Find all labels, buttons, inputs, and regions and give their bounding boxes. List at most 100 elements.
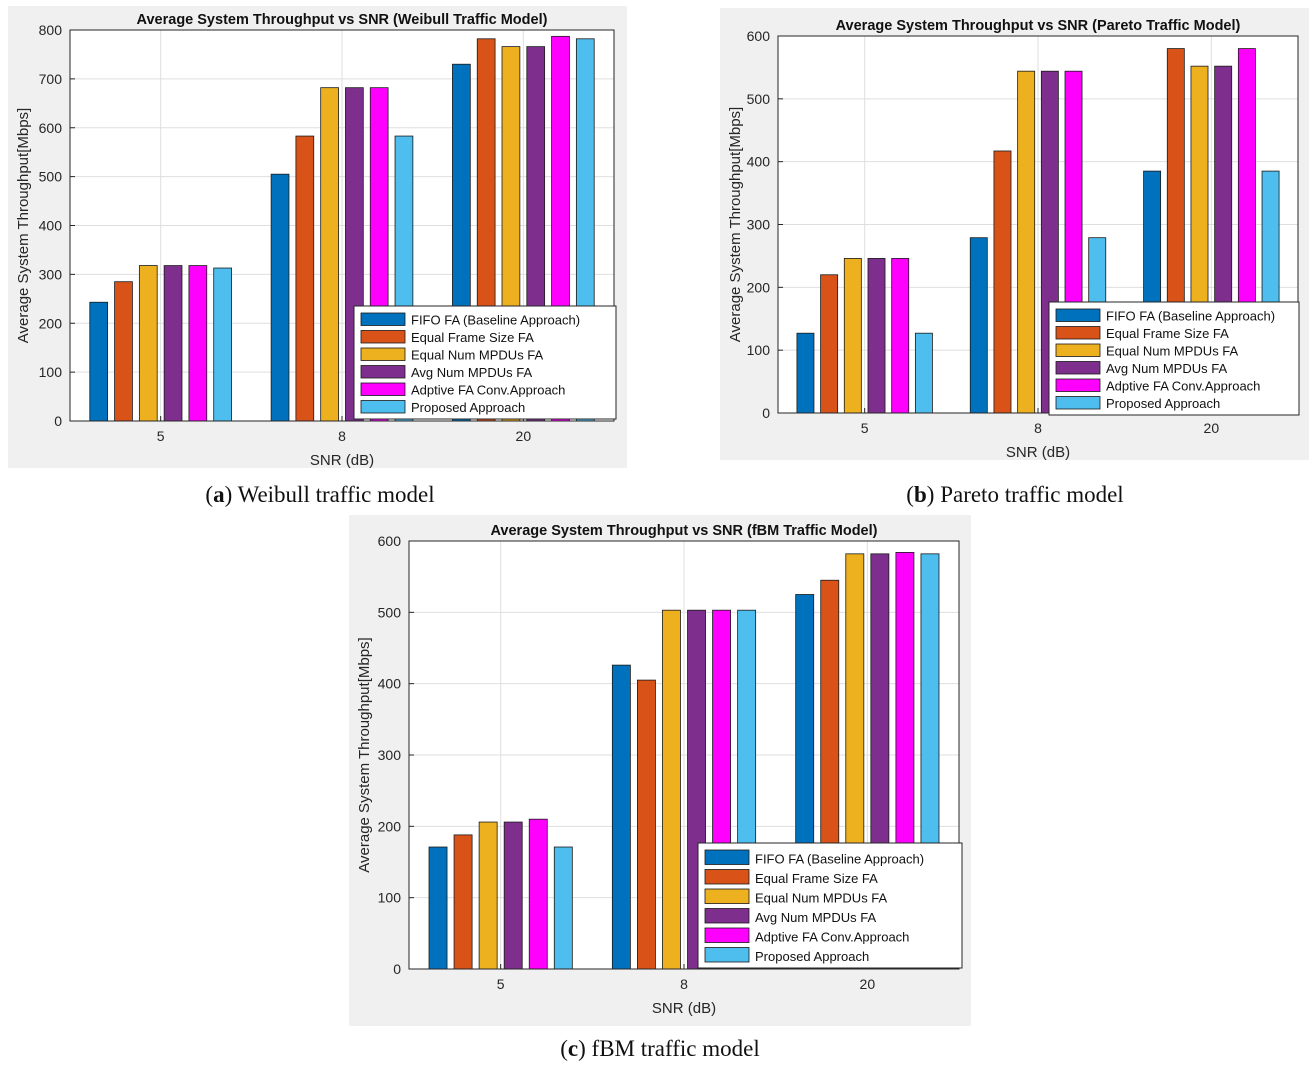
chart-svg-pareto: Average System Throughput vs SNR (Pareto… <box>727 18 1300 460</box>
chart-title: Average System Throughput vs SNR (fBM Tr… <box>491 523 878 539</box>
y-tick-label: 800 <box>39 22 63 38</box>
y-tick-label: 0 <box>54 413 62 429</box>
caption-text: fBM traffic model <box>585 1036 760 1061</box>
legend-label: FIFO FA (Baseline Approach) <box>1106 309 1275 324</box>
legend-label: Adptive FA Conv.Approach <box>411 383 565 398</box>
bar-3-8 <box>662 609 681 970</box>
y-tick-label: 0 <box>762 405 770 421</box>
legend-label: Proposed Approach <box>1106 396 1220 411</box>
legend-label: Proposed Approach <box>755 949 869 964</box>
y-tick-label: 100 <box>39 364 63 380</box>
chart-panel-pareto: Average System Throughput vs SNR (Pareto… <box>720 8 1309 460</box>
legend-label: FIFO FA (Baseline Approach) <box>755 852 924 867</box>
legend-label: Equal Frame Size FA <box>1106 326 1229 341</box>
bar-5-5 <box>891 258 910 414</box>
axes-box <box>69 29 615 422</box>
legend-swatch <box>360 400 406 414</box>
bar-6-5 <box>914 332 933 414</box>
legend-label: Adptive FA Conv.Approach <box>755 930 909 945</box>
chart-panel-fbm: Average System Throughput vs SNR (fBM Tr… <box>349 515 971 1026</box>
chart-svg-weibull: Average System Throughput vs SNR (Weibul… <box>15 12 617 468</box>
x-axis-label: SNR (dB) <box>1006 444 1070 460</box>
legend-swatch <box>360 382 406 396</box>
y-tick-label: 300 <box>747 217 771 233</box>
bar-2-5 <box>114 281 133 422</box>
y-tick-label: 300 <box>378 747 402 763</box>
caption-text: Weibull traffic model <box>232 482 435 507</box>
legend-label: Proposed Approach <box>411 400 525 415</box>
y-tick-label: 600 <box>39 120 63 136</box>
bar-6-5 <box>213 267 232 422</box>
bar-4-5 <box>163 265 183 422</box>
legend-swatch <box>1055 326 1101 340</box>
x-tick-label: 20 <box>860 976 876 992</box>
bar-6-5 <box>553 846 573 970</box>
legend-swatch <box>704 908 750 924</box>
legend-swatch <box>360 347 406 361</box>
caption-fbm: (c) fBM traffic model <box>560 1036 760 1061</box>
y-tick-label: 500 <box>378 604 402 620</box>
y-tick-label: 100 <box>747 342 771 358</box>
legend-swatch <box>704 947 750 963</box>
caption-text: Pareto traffic model <box>934 482 1124 507</box>
y-tick-label: 400 <box>378 676 402 692</box>
legend-label: Equal Frame Size FA <box>755 871 878 886</box>
bar-4-5 <box>503 821 523 970</box>
y-tick-label: 400 <box>39 218 63 234</box>
x-tick-label: 5 <box>497 976 505 992</box>
y-axis-label: Average System Throughput[Mbps] <box>727 107 744 342</box>
x-axis-label: SNR (dB) <box>652 1000 716 1017</box>
legend-swatch <box>704 849 750 865</box>
x-tick-label: 20 <box>516 428 532 444</box>
legend-label: Equal Num MPDUs FA <box>411 348 544 363</box>
legend-swatch <box>1055 308 1101 322</box>
y-tick-label: 300 <box>39 266 63 282</box>
bar-3-8 <box>1017 70 1036 414</box>
axes-box <box>777 35 1299 414</box>
bar-2-8 <box>636 679 656 970</box>
caption-letter: c <box>567 1036 579 1061</box>
bar-1-5 <box>89 301 109 422</box>
bar-3-5 <box>843 258 862 414</box>
legend-swatch <box>360 365 406 379</box>
bar-3-5 <box>138 265 158 422</box>
legend-swatch <box>1055 396 1101 410</box>
chart-title: Average System Throughput vs SNR (Weibul… <box>137 12 548 28</box>
y-tick-label: 0 <box>393 961 401 977</box>
legend-label: Avg Num MPDUs FA <box>755 910 876 925</box>
y-axis-label: Average System Throughput[Mbps] <box>15 108 32 343</box>
y-tick-label: 500 <box>747 91 771 107</box>
legend-label: Avg Num MPDUs FA <box>411 365 532 380</box>
legend-label: Equal Frame Size FA <box>411 330 534 345</box>
x-tick-label: 8 <box>338 428 346 444</box>
bar-1-5 <box>796 332 815 414</box>
x-tick-label: 20 <box>1204 420 1220 436</box>
caption-weibull: (a) Weibull traffic model <box>205 482 435 507</box>
x-axis-label: SNR (dB) <box>310 452 374 468</box>
caption-letter: a <box>213 482 225 507</box>
caption-letter: b <box>913 482 927 507</box>
chart-svg-fbm: Average System Throughput vs SNR (fBM Tr… <box>356 523 963 1017</box>
y-tick-label: 200 <box>747 279 771 295</box>
x-tick-label: 8 <box>680 976 688 992</box>
bar-2-8 <box>993 150 1012 414</box>
chart-title: Average System Throughput vs SNR (Pareto… <box>836 18 1241 34</box>
y-tick-label: 100 <box>378 890 402 906</box>
legend-swatch <box>360 330 406 344</box>
legend-swatch <box>1055 343 1101 357</box>
bar-3-8 <box>320 87 339 422</box>
legend-label: FIFO FA (Baseline Approach) <box>411 313 580 328</box>
legend-swatch <box>704 869 750 885</box>
legend-label: Avg Num MPDUs FA <box>1106 361 1227 376</box>
legend-swatch <box>704 888 750 904</box>
bar-1-8 <box>969 237 988 414</box>
bar-5-5 <box>188 265 208 422</box>
legend-label: Equal Num MPDUs FA <box>755 891 888 906</box>
legend-swatch <box>360 312 406 326</box>
axes-box <box>408 540 960 970</box>
bar-2-5 <box>453 834 473 970</box>
bar-2-5 <box>820 274 839 414</box>
bar-3-5 <box>478 821 498 970</box>
x-tick-label: 8 <box>1034 420 1042 436</box>
x-tick-label: 5 <box>861 420 869 436</box>
